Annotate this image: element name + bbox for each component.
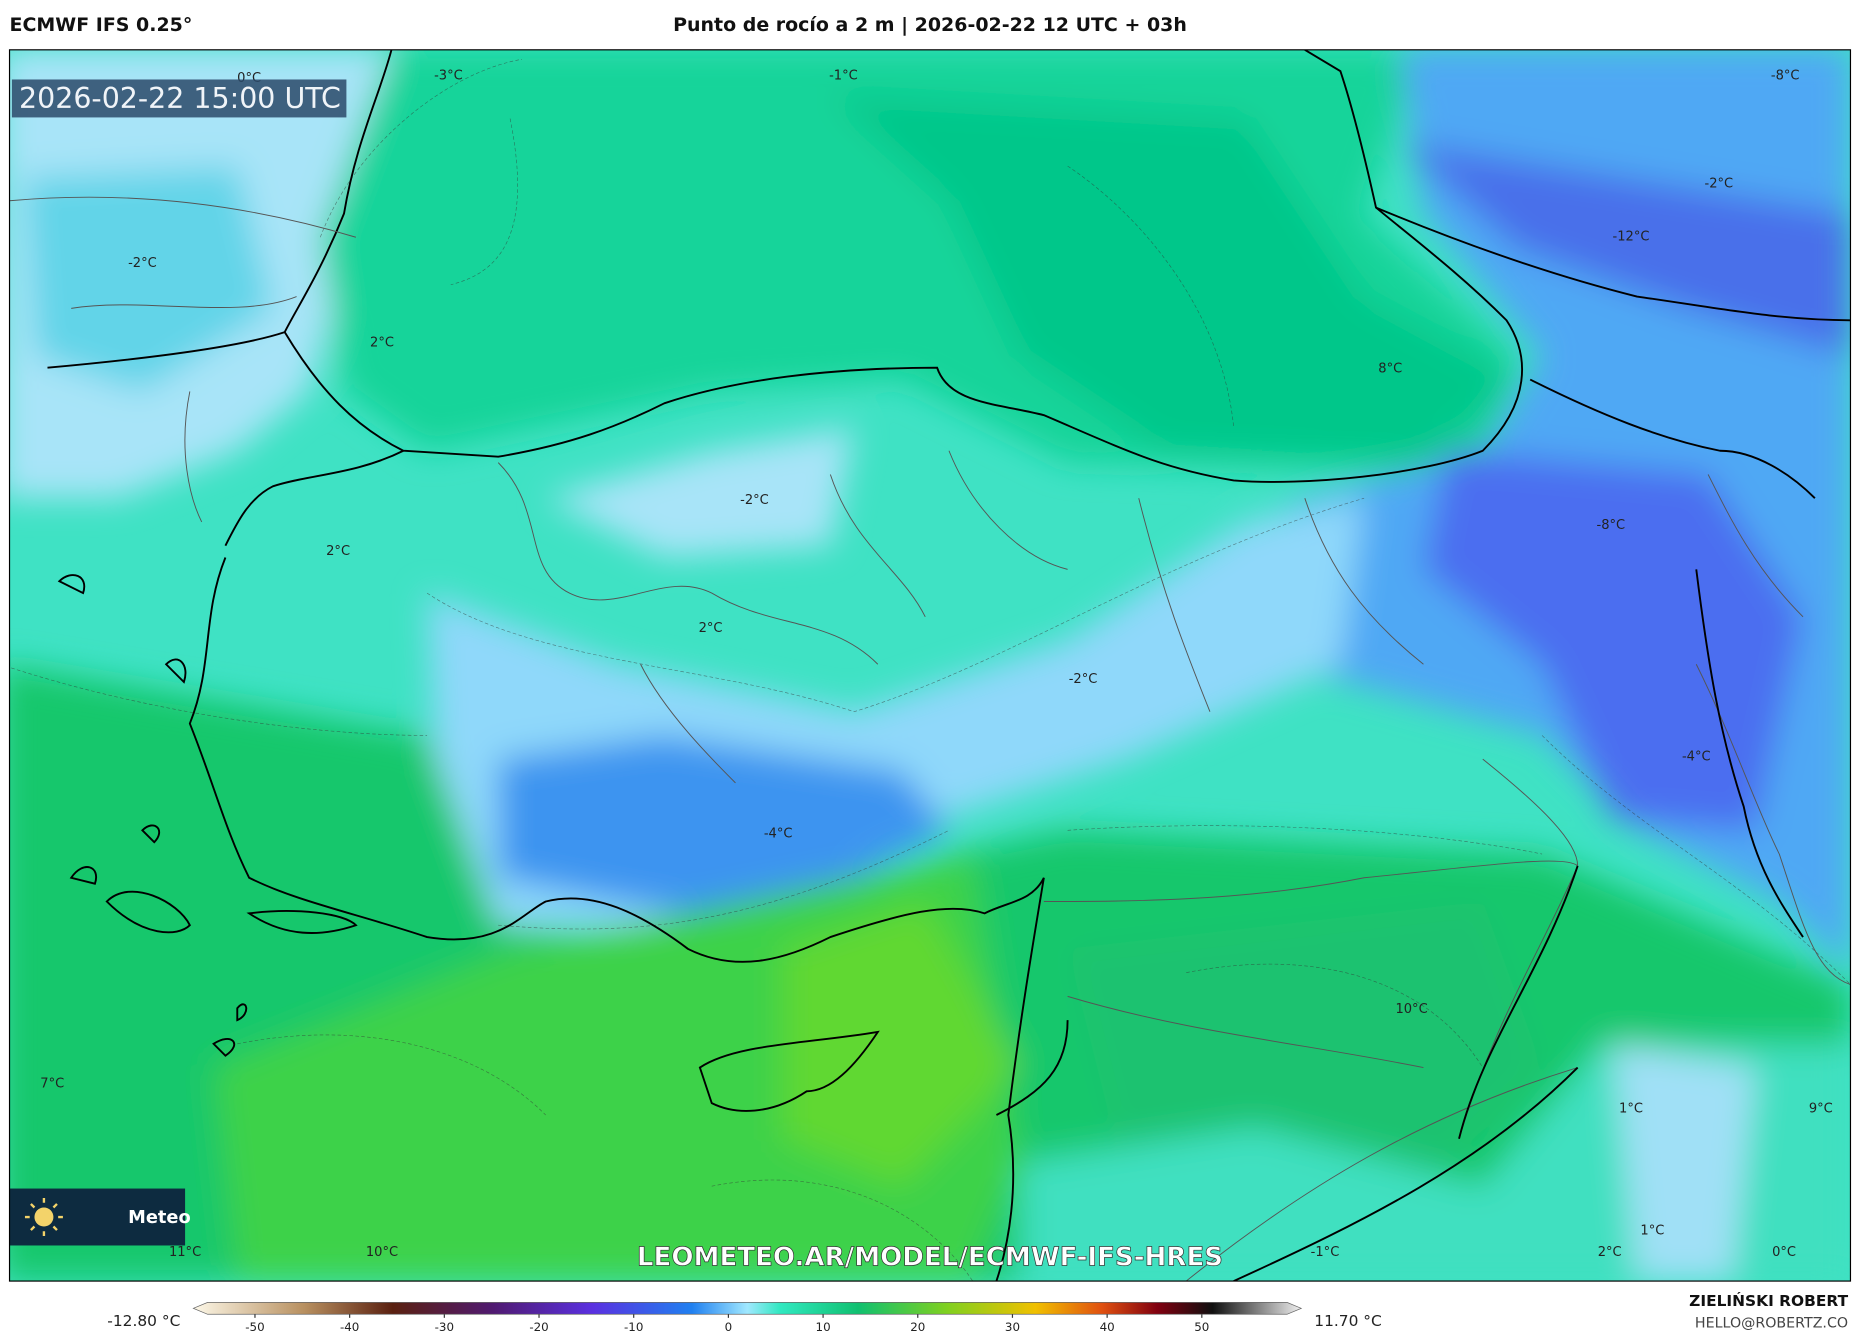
colorbar-tick-label: -30 [435,1320,454,1334]
contour-label: -2°C [1704,176,1733,191]
contour-label: -2°C [1069,672,1098,687]
colorbar-tick-label: 10 [816,1320,831,1334]
map-frame [8,49,1852,1282]
contour-label: 2°C [699,621,723,636]
colorbar-tick-label: -20 [529,1320,548,1334]
colorbar-min: -12.80 °C [107,1312,180,1330]
colorbar-tick-label: -10 [624,1320,643,1334]
contour-label: -8°C [1597,518,1626,533]
contour-label: 1°C [1640,1224,1664,1239]
colorbar: -12.80 °C 11.70 °C -50 -40 -30 -20 -10 0 10 20 3… [107,1302,1382,1334]
contour-label: 11°C [169,1245,201,1260]
map: 0°C -3°C -1°C -8°C -2°C -12°C -2°C 2°C 8°C -2°C -8… [9,49,1851,1282]
contour-label: 1°C [1619,1102,1643,1117]
colorbar-tick-label: 40 [1100,1320,1115,1334]
contour-label: -2°C [740,493,769,508]
contour-label: 2°C [370,335,394,350]
contour-label: -4°C [764,826,793,841]
colorbar-tick-label: -40 [340,1320,359,1334]
coastlines [47,49,1523,1282]
contour-label: 2°C [1598,1245,1622,1260]
model-name: ECMWF IFS 0.25° [10,14,193,36]
colorbar-max: 11.70 °C [1314,1312,1381,1330]
contour-label: 10°C [366,1245,398,1260]
logo-sun [34,1207,54,1227]
logo-text: Meteo [128,1207,191,1228]
contour-label: -3°C [434,68,463,83]
watermark: LEOMETEO.AR/MODEL/ECMWF-IFS-HRES [637,1243,1223,1273]
contour-label: -12°C [1613,230,1650,245]
contour-label: -2°C [128,256,157,271]
contour-label: -8°C [1771,68,1800,83]
colorbar-tick-label: 50 [1194,1320,1209,1334]
logo-rays [24,1198,63,1236]
colorbar-tick-label: 0 [725,1320,733,1334]
contour-label: 10°C [1395,1002,1427,1017]
colorbar-tick-label: -50 [245,1320,264,1334]
valid-time: 2026-02-22 15:00 UTC [19,82,341,115]
contour-label: -1°C [1311,1245,1340,1260]
contours [9,59,1851,1282]
contour-label: 7°C [40,1077,64,1092]
contour-label: 2°C [326,544,350,559]
colorbar-tick-label: 30 [1005,1320,1020,1334]
time-badge [11,79,347,118]
contour-label: -1°C [829,68,858,83]
dewpoint-field [9,49,1851,1282]
author: ZIELIŃSKI ROBERT [1689,1291,1848,1310]
contour-label: -4°C [1682,749,1711,764]
contact: HELLO@ROBERTZ.CO [1695,1315,1848,1331]
contour-label: 9°C [1809,1102,1833,1117]
colorbar-bar [192,1302,1303,1315]
contour-labels: 0°C -3°C -1°C -8°C -2°C -12°C -2°C 2°C 8°C -2°C -8… [40,68,1832,1260]
contour-label: 0°C [1772,1245,1796,1260]
map-title: Punto de rocío a 2 m | 2026-02-22 12 UTC… [673,14,1187,36]
borders [9,196,1851,1282]
colorbar-tick-label: 20 [910,1320,925,1334]
contour-label: 8°C [1378,361,1402,376]
